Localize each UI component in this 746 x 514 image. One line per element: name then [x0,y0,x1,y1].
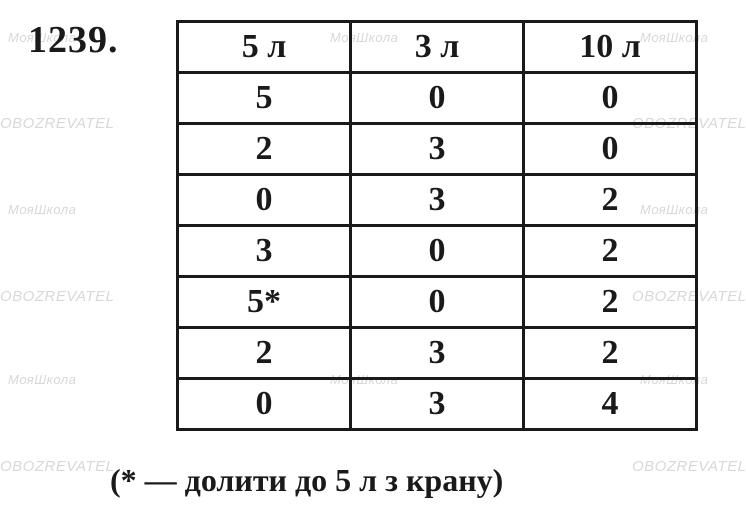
table-row: 2 3 2 [178,328,697,379]
cell: 5* [178,277,351,328]
watermark: МояШкола [8,202,76,217]
cell: 2 [524,226,697,277]
cell: 4 [524,379,697,430]
table-row: 2 3 0 [178,124,697,175]
cell: 2 [524,277,697,328]
cell: 2 [178,328,351,379]
liquid-table: 5 л 3 л 10 л 5 0 0 2 3 0 0 3 2 3 0 [176,20,698,431]
watermark: OBOZREVATEL [0,458,114,475]
cell: 0 [524,124,697,175]
table-row: 0 3 4 [178,379,697,430]
cell: 3 [351,175,524,226]
cell: 0 [178,379,351,430]
cell: 3 [351,328,524,379]
watermark: OBOZREVATEL [632,458,746,475]
cell: 5 [178,73,351,124]
cell: 0 [524,73,697,124]
cell: 2 [178,124,351,175]
watermark: OBOZREVATEL [0,288,114,305]
col-header: 3 л [351,22,524,73]
cell: 2 [524,175,697,226]
cell: 3 [178,226,351,277]
cell: 3 [351,124,524,175]
cell: 3 [351,379,524,430]
col-header: 10 л [524,22,697,73]
cell: 0 [178,175,351,226]
table-row: 3 0 2 [178,226,697,277]
table-row: 5* 0 2 [178,277,697,328]
table-row: 0 3 2 [178,175,697,226]
col-header: 5 л [178,22,351,73]
cell: 2 [524,328,697,379]
problem-number: 1239. [28,18,119,62]
cell: 0 [351,226,524,277]
footnote: (* — долити до 5 л з крану) [110,462,503,499]
watermark: МояШкола [8,372,76,387]
page-root: МояШкола OBOZREVATEL МояШкола OBOZREVATE… [0,0,746,514]
table-row: 5 0 0 [178,73,697,124]
cell: 0 [351,277,524,328]
table-header-row: 5 л 3 л 10 л [178,22,697,73]
cell: 0 [351,73,524,124]
solution-table: 5 л 3 л 10 л 5 0 0 2 3 0 0 3 2 3 0 [176,20,698,431]
watermark: OBOZREVATEL [0,115,114,132]
